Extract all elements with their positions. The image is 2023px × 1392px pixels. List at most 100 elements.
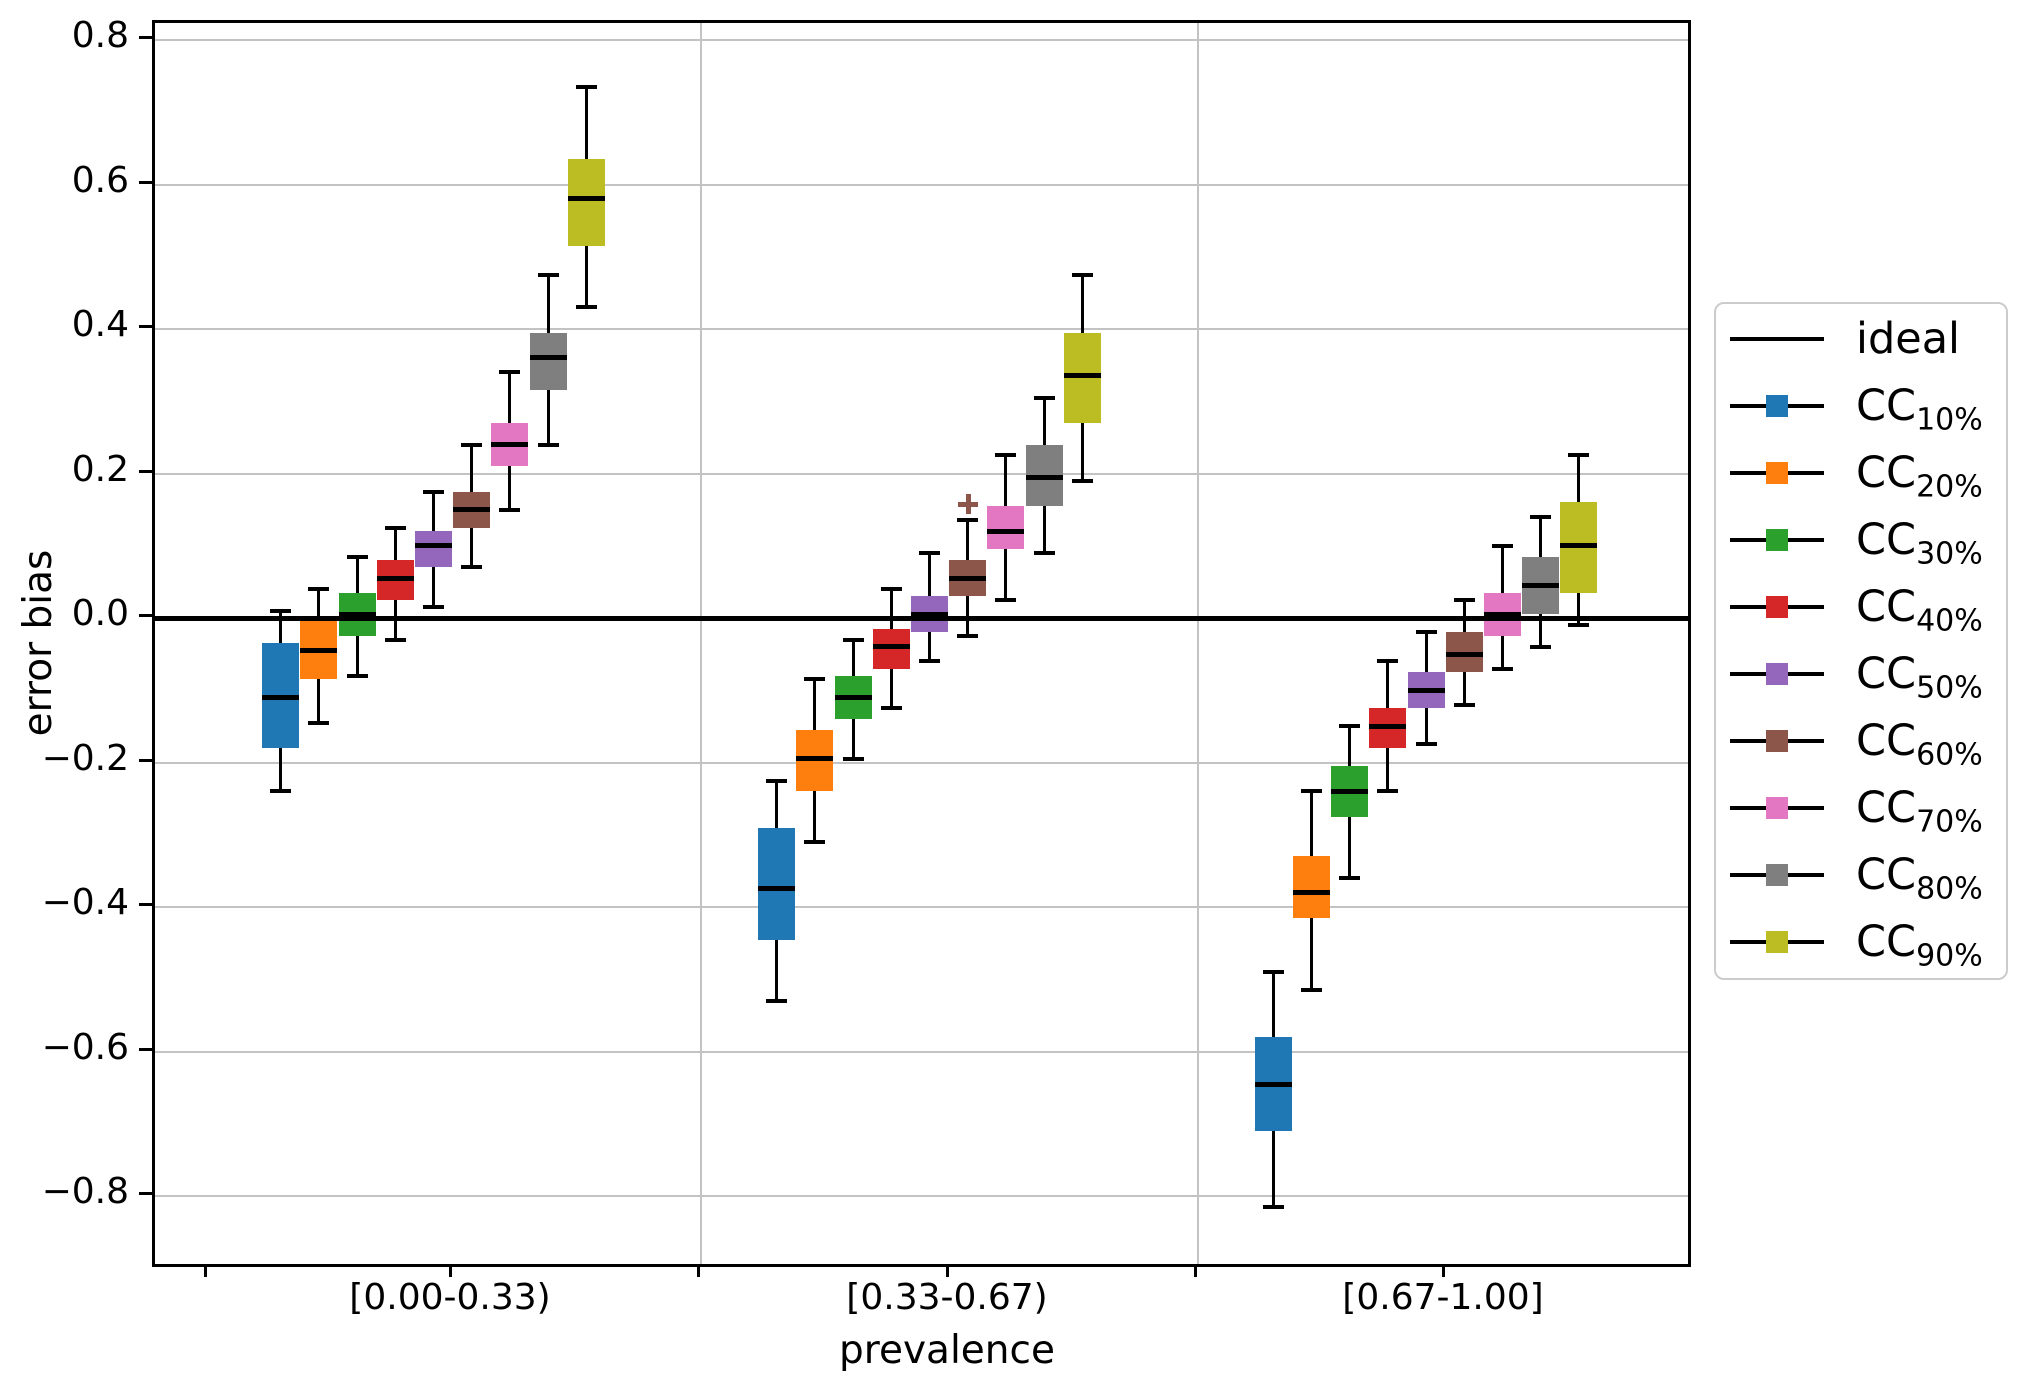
boxplot-median: [949, 575, 987, 581]
boxplot-cap: [575, 305, 597, 310]
boxplot-cap: [384, 525, 406, 530]
y-tick-label: 0.2: [71, 448, 129, 490]
boxplot-cap: [1300, 988, 1322, 993]
legend-color-swatch: [1766, 596, 1788, 618]
boxplot-cap: [919, 550, 940, 555]
boxplot-cap: [1262, 970, 1284, 975]
y-gridline: [155, 1050, 1688, 1053]
boxplot-median: [1063, 373, 1101, 379]
boxplot-cap: [1415, 742, 1437, 747]
boxplot-cap: [1530, 514, 1552, 519]
x-tick-mark: [1194, 1264, 1197, 1277]
x-axis-label: prevalence: [839, 1328, 1055, 1373]
legend-label: CC10%: [1856, 381, 1983, 438]
legend-color-swatch: [1766, 663, 1788, 685]
boxplot-box: [758, 827, 796, 940]
boxplot-cap: [423, 605, 444, 610]
boxplot-cap: [499, 370, 521, 375]
boxplot-cap: [270, 608, 292, 613]
legend-label: CC50%: [1856, 649, 1983, 706]
boxplot-cap: [346, 673, 368, 678]
boxplot-cap: [995, 453, 1017, 458]
y-tick-mark: [139, 614, 152, 617]
x-tick-mark: [1442, 1264, 1445, 1277]
boxplot-cap: [499, 507, 521, 512]
boxplot-cap: [1530, 644, 1552, 649]
y-tick-label: 0.8: [71, 15, 129, 56]
boxplot-median: [529, 355, 567, 361]
legend-color-swatch: [1766, 797, 1788, 819]
x-tick-label: [0.67-1.00]: [1342, 1277, 1544, 1318]
legend-label: CC70%: [1856, 783, 1983, 840]
y-tick-mark: [139, 1047, 152, 1051]
y-tick-label: 0.6: [71, 159, 129, 201]
boxplot-median: [1407, 687, 1445, 693]
legend-entry: CC10%: [1716, 376, 2006, 436]
legend-color-swatch: [1766, 730, 1788, 752]
boxplot-cap: [1491, 666, 1513, 671]
boxplot-cap: [957, 518, 979, 523]
y-tick-mark: [139, 1192, 152, 1195]
panel-separator: [700, 23, 702, 1264]
boxplot-cap: [575, 84, 597, 89]
legend-entry: CC40%: [1716, 577, 2006, 637]
boxplot-cap: [1491, 543, 1513, 548]
boxplot-median: [415, 543, 452, 549]
boxplot-median: [1483, 611, 1521, 617]
legend-entry: CC90%: [1716, 912, 2006, 972]
y-tick-label: −0.2: [41, 737, 129, 779]
boxplot-median: [1369, 723, 1407, 729]
boxplot-cap: [1568, 623, 1590, 628]
boxplot-median: [987, 528, 1025, 534]
boxplot-median: [376, 575, 414, 581]
boxplot-median: [1445, 651, 1483, 657]
boxplot-cap: [957, 634, 979, 639]
boxplot-box: [415, 531, 452, 568]
boxplot-cap: [461, 565, 483, 570]
boxplot-box: [987, 506, 1025, 550]
y-gridline: [155, 183, 1688, 186]
boxplot-cap: [766, 778, 788, 783]
boxplot-cap: [1415, 630, 1437, 635]
plot-area: [152, 20, 1691, 1267]
boxplot-box: [529, 332, 567, 391]
y-tick-mark: [139, 325, 152, 328]
boxplot-cap: [766, 998, 788, 1003]
legend-entry: CC80%: [1716, 845, 2006, 905]
legend-label: ideal: [1856, 314, 1960, 364]
legend-entry: CC20%: [1716, 443, 2006, 503]
legend-entry: CC30%: [1716, 510, 2006, 570]
legend-label: CC40%: [1856, 582, 1983, 639]
boxplot-cap: [1033, 395, 1055, 400]
flier-marker: [957, 493, 978, 514]
y-gridline: [155, 472, 1688, 475]
boxplot-box: [1292, 856, 1330, 918]
boxplot-cap: [308, 720, 330, 725]
boxplot-median: [1254, 1081, 1292, 1087]
boxplot-cap: [1071, 272, 1093, 277]
y-gridline: [155, 328, 1688, 330]
boxplot-median: [567, 196, 605, 202]
legend-entry: CC50%: [1716, 644, 2006, 704]
y-tick-label: −0.6: [41, 1026, 129, 1068]
boxplot-median: [872, 644, 910, 650]
x-tick-mark: [204, 1264, 207, 1277]
boxplot-median: [1292, 890, 1330, 896]
boxplot-cap: [461, 442, 483, 447]
boxplot-cap: [1568, 453, 1590, 458]
boxplot-median: [1560, 543, 1598, 549]
x-tick-label: [0.00-0.33): [349, 1277, 551, 1318]
y-tick-mark: [139, 758, 152, 762]
boxplot-median: [1025, 474, 1063, 480]
y-gridline: [155, 39, 1688, 41]
y-tick-mark: [139, 903, 152, 906]
boxplot-median: [491, 442, 529, 448]
boxplot-cap: [1377, 789, 1399, 794]
boxplot-cap: [384, 637, 406, 642]
boxplot-cap: [1033, 550, 1055, 555]
ideal-line: [155, 615, 1688, 621]
legend-color-swatch: [1766, 395, 1788, 417]
legend-entry: CC60%: [1716, 711, 2006, 771]
y-gridline: [155, 761, 1688, 764]
